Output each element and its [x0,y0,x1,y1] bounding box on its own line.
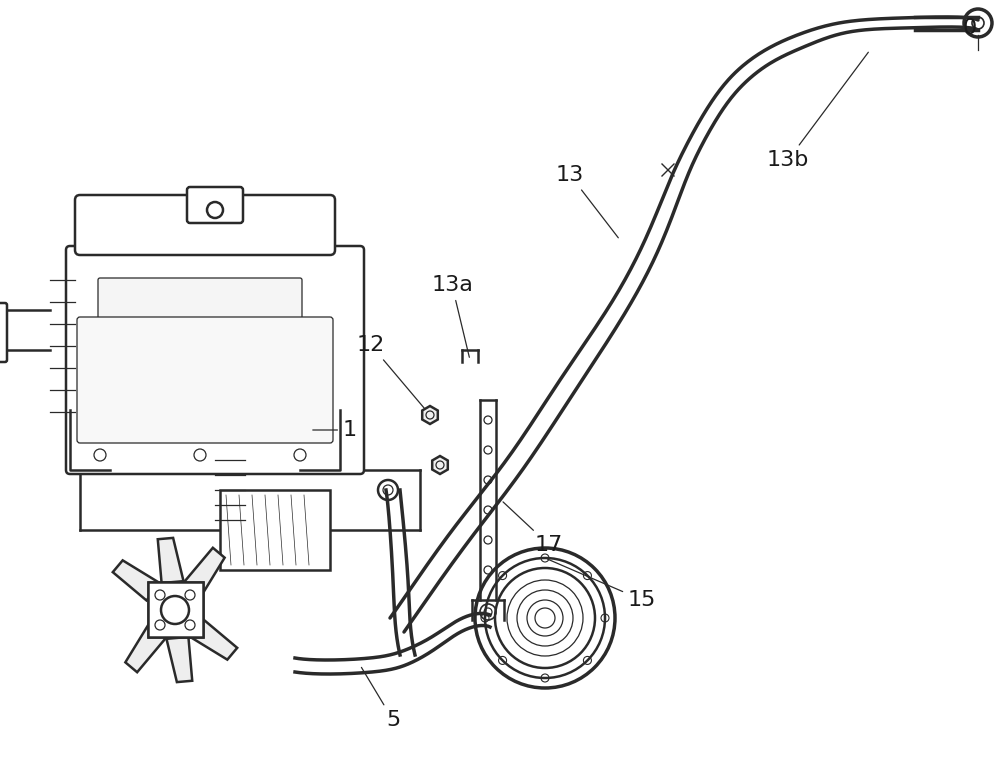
Polygon shape [158,538,184,583]
Text: 13a: 13a [431,275,473,357]
Polygon shape [422,406,438,424]
Text: 0: 0 [963,18,977,38]
Text: 15: 15 [548,559,656,610]
FancyBboxPatch shape [220,490,330,570]
FancyBboxPatch shape [0,303,7,362]
FancyBboxPatch shape [148,582,203,637]
Text: 5: 5 [361,667,400,730]
FancyBboxPatch shape [148,582,203,637]
Text: 13: 13 [556,165,618,238]
FancyBboxPatch shape [66,246,364,474]
Polygon shape [113,560,161,601]
Polygon shape [432,456,448,474]
Text: 13b: 13b [767,52,868,170]
FancyBboxPatch shape [98,278,302,402]
FancyBboxPatch shape [75,195,335,255]
Text: 12: 12 [357,335,428,413]
Polygon shape [185,548,225,596]
Text: 1: 1 [313,420,357,440]
FancyBboxPatch shape [187,187,243,223]
Polygon shape [125,624,165,672]
FancyBboxPatch shape [77,317,333,443]
Polygon shape [166,637,192,682]
Polygon shape [189,620,237,659]
Text: 17: 17 [503,502,563,555]
